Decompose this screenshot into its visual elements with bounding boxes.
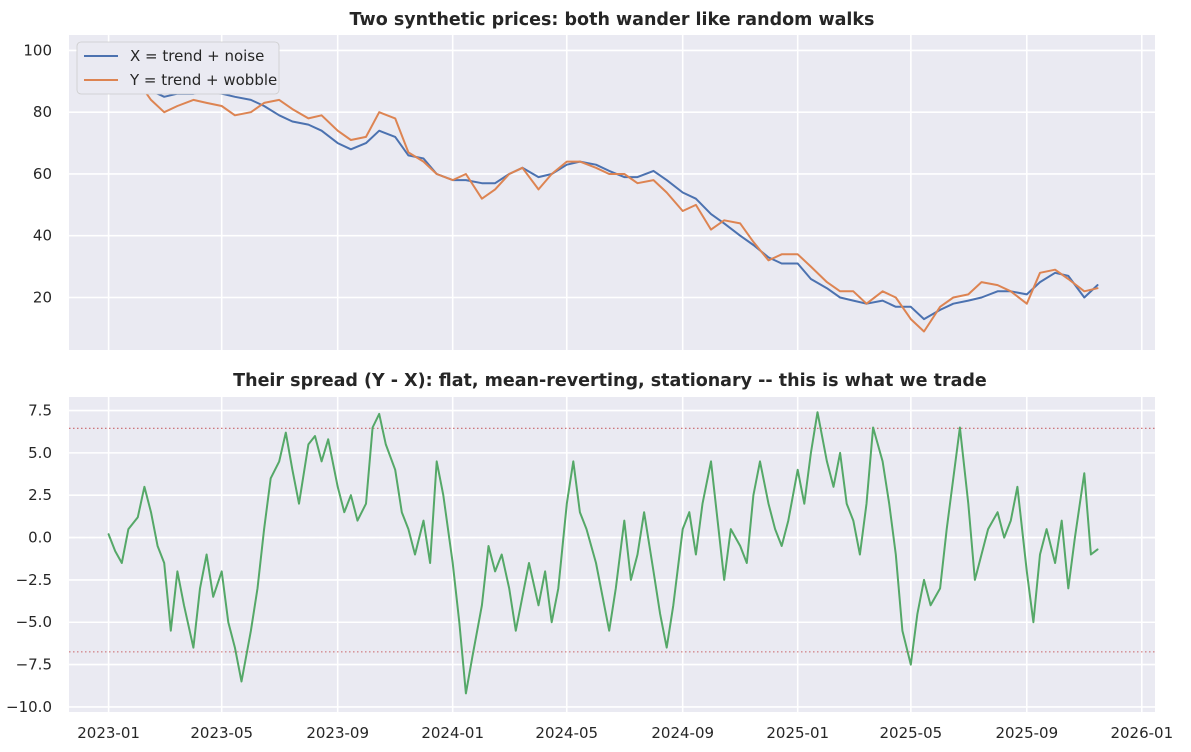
y-tick-label: 100 <box>23 41 52 59</box>
x-tick-labels: 2023-01 2023-05 2023-09 2024-01 2024-05 2024-… <box>77 724 1173 742</box>
y-tick-label: 60 <box>33 165 52 183</box>
price-series-line-0 <box>107 46 1099 321</box>
y-tick-label: 0.0 <box>28 529 52 547</box>
x-tick-label: 2025-01 <box>766 724 829 742</box>
x-tick-label: 2025-09 <box>995 724 1058 742</box>
y-tick-label: 80 <box>33 103 52 121</box>
y-tick-label: 40 <box>33 227 52 245</box>
y-tick-label: −10.0 <box>6 698 52 716</box>
top-series-lines <box>107 46 1099 333</box>
x-tick-label: 2024-01 <box>421 724 484 742</box>
y-tick-label: −7.5 <box>16 656 52 674</box>
bottom-plot-area <box>69 397 1155 712</box>
x-tick-label: 2024-05 <box>535 724 598 742</box>
bottom-gridlines <box>69 397 1155 712</box>
y-tick-label: −2.5 <box>16 571 52 589</box>
y-tick-label: 20 <box>33 289 52 307</box>
x-tick-label: 2026-01 <box>1110 724 1173 742</box>
x-tick-label: 2023-01 <box>77 724 140 742</box>
bottom-y-tick-labels: −10.0 −7.5 −5.0 −2.5 0.0 2.5 5.0 7.5 <box>6 402 52 716</box>
price-series-line-1 <box>107 46 1099 333</box>
spread-series-line-0 <box>107 411 1099 695</box>
x-tick-label: 2025-05 <box>879 724 942 742</box>
top-price-panel: 20 40 60 80 100 Two synthetic prices: both w… <box>23 10 1155 350</box>
top-chart-title: Two synthetic prices: both wander like r… <box>350 10 875 30</box>
legend-box <box>76 41 280 95</box>
legend-label-y: Y = trend + wobble <box>129 71 277 89</box>
x-tick-label: 2024-09 <box>651 724 714 742</box>
y-tick-label: −5.0 <box>16 613 52 631</box>
bottom-spread-panel: −10.0−7.5−5.0−2.50.02.55.07.5 2023-01 202… <box>6 371 1173 742</box>
top-y-tick-labels: 20 40 60 80 100 <box>23 41 52 306</box>
y-tick-label: 5.0 <box>28 444 52 462</box>
bottom-chart-title: Their spread (Y - X): flat, mean-reverti… <box>233 371 987 391</box>
top-gridlines <box>69 35 1155 350</box>
y-tick-label: 7.5 <box>28 402 52 420</box>
y-tick-label: 2.5 <box>28 486 52 504</box>
legend: X = trend + noise Y = trend + wobble <box>76 41 280 95</box>
x-tick-label: 2023-09 <box>306 724 369 742</box>
bottom-reference-lines <box>69 427 1155 653</box>
legend-label-x: X = trend + noise <box>130 47 264 65</box>
bottom-series-lines <box>107 411 1099 695</box>
x-tick-label: 2023-05 <box>190 724 253 742</box>
